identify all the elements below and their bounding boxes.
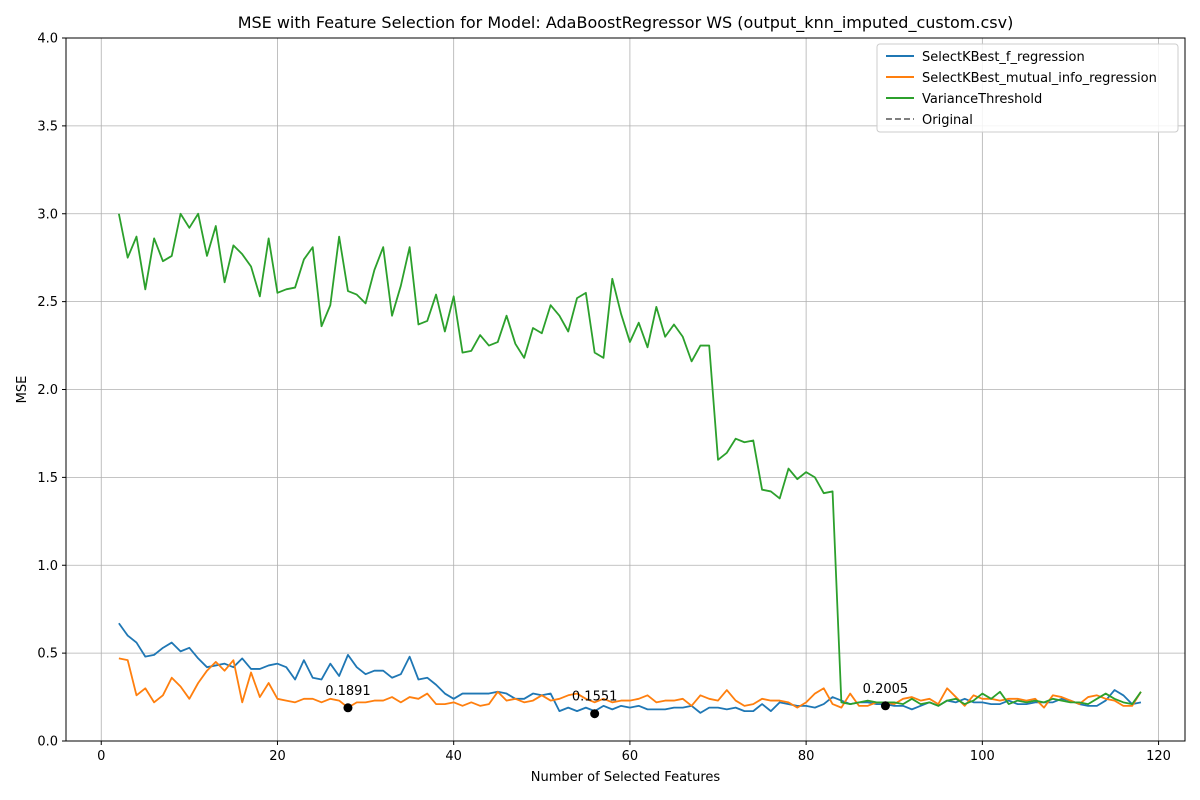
y-tick-label: 2.0 [37, 383, 58, 398]
y-tick-label: 1.5 [37, 471, 58, 486]
x-tick-label: 120 [1146, 749, 1171, 764]
annotation-layer: 0.1891 0.1551 0.2005 [325, 682, 909, 719]
y-axis-title: MSE [15, 376, 30, 404]
y-tick-label: 2.5 [37, 295, 58, 310]
legend-label-variance-threshold: VarianceThreshold [922, 92, 1042, 107]
x-tick-label: 80 [798, 749, 815, 764]
min-point-label: 0.1551 [572, 690, 618, 705]
legend-label-f-regression: SelectKBest_f_regression [922, 50, 1085, 65]
x-tick-label: 20 [269, 749, 286, 764]
x-axis-title: Number of Selected Features [531, 770, 721, 785]
series-line-2 [118, 657, 1142, 709]
y-tick-label: 1.0 [37, 559, 58, 574]
x-tick-label: 100 [970, 749, 995, 764]
x-tick-label: 40 [445, 749, 462, 764]
axis-ticks: 0 20 40 60 80 100 120 0.0 0.5 1.0 1.5 2.0 2.5 3.0 3.5 4… [37, 32, 1171, 765]
y-tick-label: 0.5 [37, 647, 58, 662]
grid [66, 37, 1185, 742]
series-layer [117, 212, 1142, 714]
x-tick-label: 0 [97, 749, 105, 764]
y-tick-label: 4.0 [37, 32, 58, 47]
y-tick-label: 3.5 [37, 119, 58, 134]
legend-label-original: Original [922, 113, 973, 128]
chart-title: MSE with Feature Selection for Model: Ad… [238, 13, 1014, 33]
min-point-marker [590, 709, 600, 719]
x-tick-label: 60 [622, 749, 639, 764]
legend-box [876, 43, 1179, 133]
min-point-label: 0.1891 [325, 684, 371, 699]
series-line-3 [117, 212, 1142, 707]
legend-label-mutual-info: SelectKBest_mutual_info_regression [922, 71, 1157, 86]
min-point-marker [880, 701, 890, 711]
y-tick-label: 3.0 [37, 207, 58, 222]
min-point-label: 0.2005 [863, 682, 909, 697]
legend: SelectKBest_f_regression SelectKBest_mut… [876, 43, 1179, 133]
min-point-marker [343, 703, 353, 713]
y-tick-label: 0.0 [37, 735, 58, 750]
